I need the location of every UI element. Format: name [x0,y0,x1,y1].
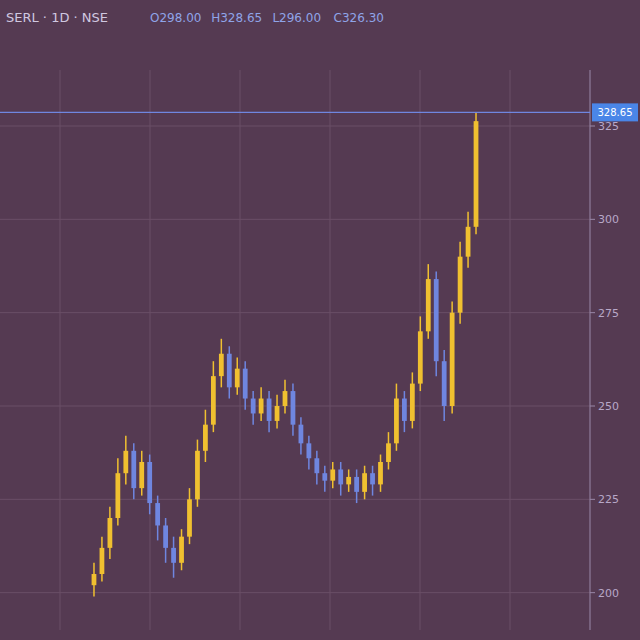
candle-body [235,369,240,388]
candle-body [179,537,184,563]
candle-body [267,399,272,421]
candle-body [155,503,160,525]
tick-mark [590,126,595,127]
candle-body [450,313,455,406]
ohlc-label: L296.00 [272,11,321,25]
candle-body [291,391,296,425]
candle-body [219,354,224,376]
candle-body [163,525,168,547]
candle-body [139,462,144,488]
title: SERL · 1D · NSE [6,10,108,25]
candle-body [378,462,383,484]
candle-body [346,477,351,484]
tick-label: 275 [598,307,619,320]
candle-body [330,469,335,480]
candle-body [100,548,105,574]
candle-body [211,376,216,425]
candle-body [370,473,375,484]
y-axis [590,70,591,630]
candle-body [115,473,120,518]
tick-mark [590,219,595,220]
candle-body [338,469,343,484]
candle-body [458,257,463,313]
candle-body [227,354,232,388]
candle-body [92,574,97,585]
candle-body [243,369,248,399]
v-grid [60,70,61,630]
candle-body [108,518,113,548]
candle-body [322,473,327,480]
v-grid [510,70,511,630]
tick-mark [590,312,595,313]
candle-body [314,458,319,473]
candle-body [299,425,304,444]
candle-body [259,399,264,414]
chart: 200 225 250 275 300 325 328.65 SERL · 1D · NSE O… [0,0,640,640]
tick-label: 325 [598,120,619,133]
candle-body [306,443,311,458]
candle-body [362,473,367,492]
candle-body [442,361,447,406]
candle-body [466,227,471,257]
price-line [0,112,590,113]
candle-body [474,121,479,227]
candle-body [187,499,192,536]
candle-body [402,399,407,421]
tick-label: 300 [598,213,619,226]
grid-line [0,219,590,220]
candle-body [123,451,128,473]
candle-body [131,451,136,488]
candle-body [203,425,208,451]
grid-line [0,312,590,313]
v-grid [330,70,331,630]
candle-body [195,451,200,500]
background [0,0,640,640]
candle-body [171,548,176,563]
candle-body [251,399,256,414]
price-box [592,103,638,121]
ohlc-label: C326.30 [334,11,384,25]
tick-mark [590,592,595,593]
tick-mark [590,406,595,407]
candle-body [147,462,152,503]
tick-mark [590,499,595,500]
candle-body [283,391,288,406]
candle-body [410,384,415,421]
candle-body [354,477,359,492]
candle-body [275,406,280,421]
candle-body [394,399,399,444]
ohlc-label: O298.00 [150,11,201,25]
candles [0,112,590,596]
v-grid [240,70,241,630]
grid-line [0,126,590,127]
candle-body [426,279,431,331]
grid-line [0,499,590,500]
ohlc-label: H328.65 [211,11,262,25]
tick-label: 250 [598,400,619,413]
candle-body [418,331,423,383]
v-grid [150,70,151,630]
candle-body [386,443,391,462]
tick-label: 200 [598,587,619,600]
grid-line [0,592,590,593]
candle-body [434,279,439,361]
price-label: 328.65 [598,107,633,118]
tick-label: 225 [598,493,619,506]
